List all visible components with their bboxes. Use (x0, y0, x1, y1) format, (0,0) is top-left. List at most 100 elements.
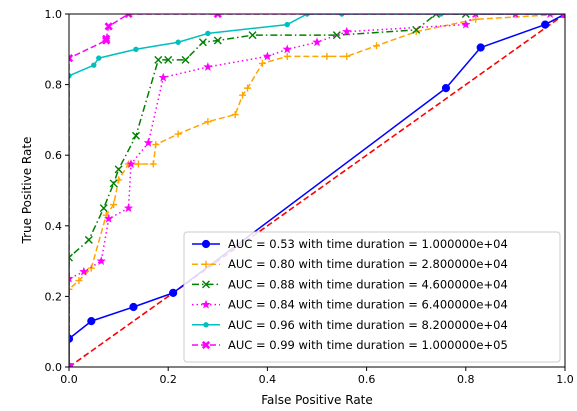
series-4-point (461, 19, 471, 29)
legend-entry: AUC = 0.84 with time duration = 6.400000… (192, 298, 508, 312)
series-5-line (69, 14, 565, 367)
series-4-point (126, 159, 136, 168)
series-2-point (283, 52, 291, 60)
series-2-point (75, 277, 83, 285)
series-6-line (69, 14, 565, 367)
series-4-point (472, 14, 479, 18)
legend-box (183, 231, 561, 363)
legend-entry: AUC = 0.99 with time duration = 1.000000… (192, 338, 508, 352)
legend-swatch-marker (201, 299, 211, 309)
series-1-point (476, 43, 485, 52)
series-4-point (262, 51, 272, 61)
y-tick-label: 0.4 (45, 220, 63, 233)
series-5-point (175, 39, 181, 45)
series-3-point (99, 204, 108, 213)
x-tick-label: 0.0 (60, 373, 78, 386)
series-4-point (312, 37, 322, 47)
series-2-point (239, 91, 247, 99)
series-6-point (102, 34, 111, 43)
series-4-point (69, 273, 74, 283)
series-3-point (109, 179, 118, 188)
legend-swatch-marker (202, 260, 210, 268)
series-1-point (87, 317, 96, 326)
series-4-point (342, 26, 352, 36)
series-5-point (133, 46, 139, 52)
plot-frame (68, 13, 566, 368)
series-1-point (169, 288, 178, 297)
legend-swatch-marker (201, 239, 211, 249)
x-tick-label: 0.2 (159, 373, 177, 386)
series-3-point (164, 55, 173, 64)
series-5 (69, 14, 565, 367)
series-2 (69, 14, 565, 367)
series-2-point (472, 15, 480, 23)
legend-swatch-marker (202, 280, 210, 289)
series-6-point (104, 22, 113, 31)
series-4-point (203, 62, 213, 71)
legend-swatch-marker (201, 340, 211, 350)
series-6 (69, 14, 565, 367)
legend-entry: AUC = 0.88 with time duration = 4.600000… (192, 277, 508, 291)
legend: AUC = 0.53 with time duration = 1.000000… (183, 231, 561, 363)
series-3-point (332, 31, 341, 40)
series-2-line (69, 14, 565, 367)
legend-label: AUC = 0.53 with time duration = 1.000000… (228, 237, 508, 251)
series-2-point (69, 285, 73, 293)
x-tick-label: 0.8 (457, 373, 475, 386)
series-2-point (110, 201, 118, 209)
series-3-point (461, 14, 470, 18)
legend-label: AUC = 0.80 with time duration = 2.800000… (228, 257, 508, 271)
x-tick-label: 0.6 (358, 373, 376, 386)
series-2-point (149, 160, 157, 168)
series-1 (69, 14, 565, 367)
series-5-point (284, 21, 290, 28)
series-3-point (181, 55, 190, 64)
axes: 0.0 0.2 0.4 0.6 0.8 1.0 0.0 0.2 0.4 0.6 0.8 1.0 (45, 8, 574, 386)
series-4-point (547, 14, 553, 18)
legend-swatch-marker (203, 322, 209, 328)
x-tick-label: 0.4 (259, 373, 277, 386)
series-3-point (154, 55, 163, 64)
series-2-point (134, 160, 142, 168)
series-2-point (373, 42, 381, 50)
series-3-point (114, 165, 123, 174)
legend-entry: AUC = 0.53 with time duration = 1.000000… (192, 237, 508, 251)
series-6-point (213, 14, 222, 19)
series-6-point (560, 14, 565, 19)
plot-area (69, 14, 565, 367)
series-3-point (432, 14, 441, 18)
series-4-point (143, 137, 153, 147)
series-2-point (204, 118, 212, 126)
series-4-point (123, 203, 134, 213)
series-3-point (69, 253, 73, 262)
series-6-point (124, 14, 133, 19)
diagonal-reference-line (69, 14, 565, 367)
series-4-point (158, 72, 168, 82)
legend-label: AUC = 0.99 with time duration = 1.000000… (228, 338, 508, 352)
series-3-point (198, 38, 207, 47)
series-5-point (205, 30, 211, 37)
y-tick-label: 1.0 (45, 8, 63, 21)
series-2-point (87, 264, 95, 272)
series-3-point (84, 235, 93, 244)
series-2-point (231, 111, 239, 119)
series-2-point (244, 84, 252, 92)
series-2-point (323, 52, 331, 60)
y-tick-label: 0.6 (45, 149, 63, 162)
series-4-point (282, 44, 292, 54)
series-4-point (512, 14, 519, 18)
series-1-point (129, 302, 138, 312)
series-1-point (441, 84, 451, 93)
legend-label: AUC = 0.96 with time duration = 8.200000… (228, 318, 508, 332)
legend-entry: AUC = 0.80 with time duration = 2.800000… (192, 257, 508, 271)
legend-entry: AUC = 0.96 with time duration = 8.200000… (192, 318, 508, 332)
series-4-point (104, 213, 114, 223)
y-axis-label: True Positive Rate (20, 137, 34, 245)
legend-label: AUC = 0.84 with time duration = 6.400000… (228, 298, 508, 312)
y-tick-label: 0.8 (45, 79, 63, 92)
series-3-point (248, 31, 257, 40)
series-2-point (343, 52, 351, 60)
series-2-point (258, 59, 266, 67)
series-4 (69, 14, 565, 367)
